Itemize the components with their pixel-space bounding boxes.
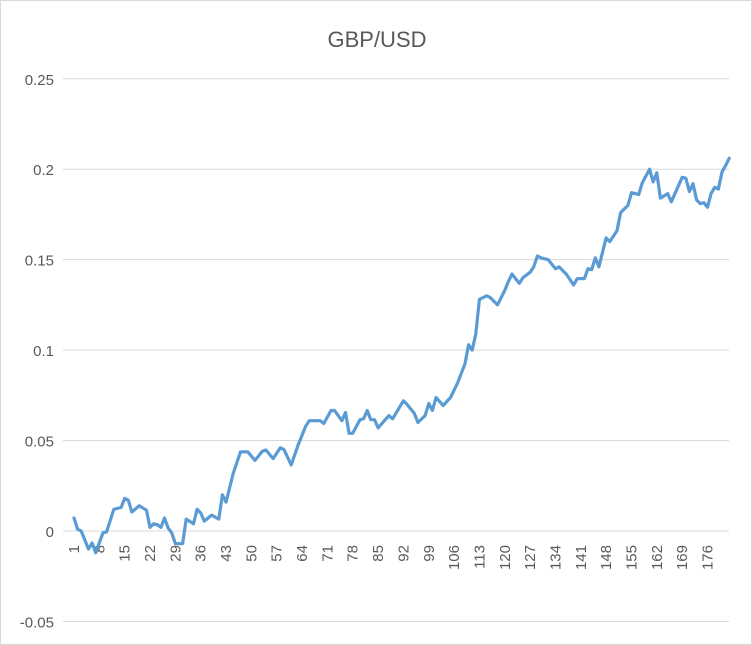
x-tick-label: 36	[193, 545, 210, 562]
series-lines	[72, 156, 731, 555]
x-tick-label: 29	[167, 545, 184, 562]
x-tick-label: 176	[700, 545, 717, 570]
x-tick-label: 127	[522, 545, 539, 570]
y-tick-label: 0.05	[25, 434, 54, 451]
series-line	[72, 156, 731, 555]
x-tick-label: 169	[674, 545, 691, 570]
x-tick-label: 162	[649, 545, 666, 570]
y-tick-label: 0.15	[25, 253, 54, 270]
x-tick-label: 1	[66, 545, 83, 553]
x-tick-label: 8	[91, 545, 108, 553]
x-tick-label: 120	[497, 545, 514, 570]
chart-title: GBP/USD	[327, 27, 426, 52]
x-tick-label: 85	[370, 545, 387, 562]
x-tick-label: 155	[623, 545, 640, 570]
x-tick-label: 57	[269, 545, 286, 562]
x-tick-label: 99	[421, 545, 438, 562]
y-tick-label: 0.2	[33, 162, 54, 179]
x-tick-label: 43	[218, 545, 235, 562]
x-tick-label: 50	[243, 545, 260, 562]
x-axis-labels: 1 8 15 22 29 36 43 50 57 64 71 78 85 92 99 106 113 120 127…	[66, 545, 717, 570]
y-tick-label: 0	[46, 524, 54, 541]
gridlines	[63, 78, 729, 622]
x-tick-label: 134	[547, 545, 564, 570]
x-tick-label: 64	[294, 545, 311, 562]
x-tick-label: 141	[573, 545, 590, 570]
x-tick-label: 106	[446, 545, 463, 570]
y-axis-labels: -0.05 0 0.05 0.1 0.15 0.2 0.25	[20, 72, 54, 632]
x-tick-label: 15	[117, 545, 134, 562]
y-tick-label: 0.25	[25, 72, 54, 89]
y-tick-label: 0.1	[33, 343, 54, 360]
x-tick-label: 71	[319, 545, 336, 562]
x-tick-label: 148	[598, 545, 615, 570]
x-tick-label: 113	[471, 545, 488, 569]
x-tick-label: 92	[395, 545, 412, 562]
x-tick-label: 78	[345, 545, 362, 562]
y-tick-label: -0.05	[20, 614, 54, 631]
x-tick-label: 22	[142, 545, 159, 562]
